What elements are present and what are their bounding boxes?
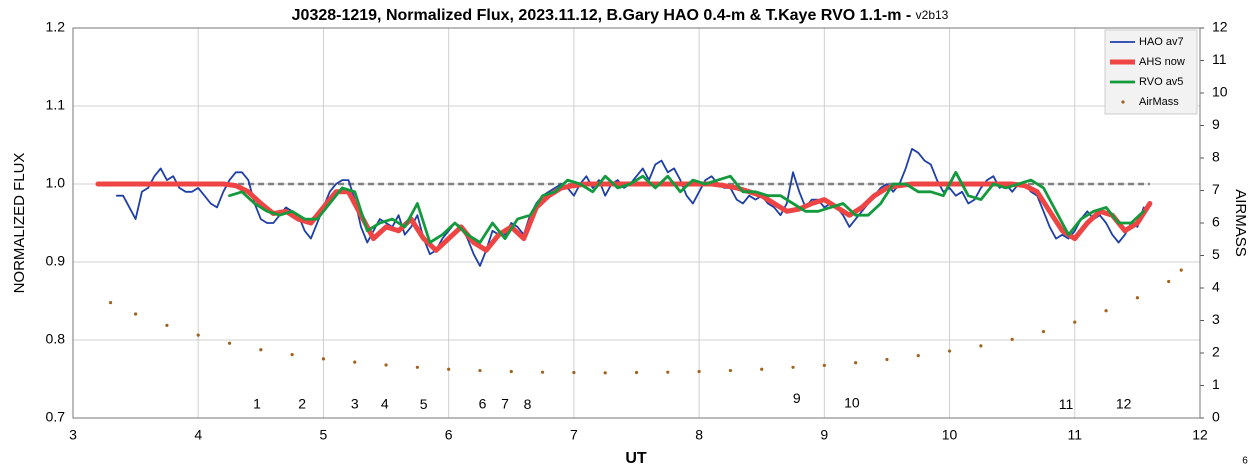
airmass-point bbox=[947, 349, 952, 353]
y2-tick-label: 10 bbox=[1212, 84, 1228, 100]
airmass-point bbox=[634, 370, 639, 375]
airmass-point bbox=[697, 369, 701, 374]
x-tick-label: 10 bbox=[942, 427, 958, 443]
x-tick-label: 11 bbox=[1068, 427, 1083, 443]
y-tick-label: 0.9 bbox=[46, 253, 66, 269]
y2-tick-label: 5 bbox=[1212, 246, 1220, 262]
series-line bbox=[95, 181, 1153, 253]
series-line bbox=[115, 148, 1145, 267]
legend-swatch bbox=[1121, 100, 1125, 104]
airmass-point bbox=[353, 360, 357, 364]
y-tick-label: 0.7 bbox=[46, 409, 66, 425]
annotation: 7 bbox=[501, 395, 509, 411]
airmass-point bbox=[1041, 329, 1046, 334]
airmass-point bbox=[916, 354, 920, 358]
annotation: 6 bbox=[479, 395, 487, 411]
annotation: 12 bbox=[1116, 395, 1132, 411]
airmass-point bbox=[822, 363, 826, 367]
x-tick-label: 3 bbox=[69, 427, 77, 443]
airmass-point bbox=[791, 365, 795, 369]
airmass-point bbox=[196, 333, 200, 337]
y2-tick-label: 7 bbox=[1212, 181, 1220, 197]
airmass-point bbox=[259, 348, 263, 352]
legend-label: AHS now bbox=[1139, 56, 1185, 68]
airmass-point bbox=[290, 353, 294, 357]
legend: HAO av7 AHS now RVO av5 AirMass bbox=[1104, 29, 1198, 115]
legend-label: AirMass bbox=[1139, 96, 1179, 108]
y2-tick-label: 8 bbox=[1212, 149, 1220, 165]
airmass-point bbox=[540, 370, 545, 374]
airmass-point bbox=[885, 357, 889, 362]
airmass-point bbox=[509, 369, 513, 374]
y2-tick-label: 4 bbox=[1212, 279, 1220, 295]
airmass-point bbox=[1073, 320, 1077, 324]
plot-frame bbox=[72, 27, 1201, 419]
y-tick-label: 1.0 bbox=[46, 175, 66, 191]
y2-tick-label: 3 bbox=[1212, 311, 1220, 327]
x-tick-label: 5 bbox=[320, 427, 328, 443]
airmass-point bbox=[447, 367, 451, 371]
airmass-point bbox=[854, 361, 858, 365]
airmass-point bbox=[728, 368, 733, 373]
airmass-point bbox=[108, 301, 113, 305]
y-tick-label: 0.8 bbox=[46, 331, 66, 347]
airmass-point bbox=[603, 371, 607, 375]
airmass-point bbox=[1135, 296, 1139, 300]
y2-tick-label: 6 bbox=[1212, 214, 1220, 230]
y2-tick-label: 0 bbox=[1212, 409, 1220, 425]
annotation: 11 bbox=[1059, 396, 1074, 412]
title-main: J0328-1219, Normalized Flux, 2023.11.12,… bbox=[292, 7, 916, 24]
x-tick-label: 9 bbox=[820, 427, 828, 443]
airmass-point bbox=[1167, 279, 1171, 284]
y2-tick-label: 9 bbox=[1212, 116, 1220, 132]
airmass-point bbox=[478, 368, 482, 373]
y2-tick-label: 1 bbox=[1212, 376, 1220, 392]
y-tick-label: 1.1 bbox=[46, 97, 66, 113]
annotation: 3 bbox=[351, 395, 359, 411]
y-tick-label: 1.2 bbox=[46, 19, 66, 35]
y-axis-label: NORMALIZED FLUX bbox=[11, 153, 28, 294]
y2-tick-label: 12 bbox=[1212, 19, 1228, 35]
annotation: 8 bbox=[524, 396, 532, 412]
airmass-point bbox=[760, 367, 764, 371]
airmass-point bbox=[572, 370, 576, 375]
footer: 6 bbox=[1242, 456, 1248, 467]
airmass-point bbox=[1010, 337, 1014, 341]
y2-tick-label: 11 bbox=[1212, 51, 1227, 67]
airmass-point bbox=[384, 363, 388, 367]
annotation: 4 bbox=[381, 395, 389, 411]
y2-axis-label: AIRMASS bbox=[1232, 189, 1249, 257]
annotation: 10 bbox=[844, 395, 860, 411]
legend-label: HAO av7 bbox=[1139, 36, 1184, 48]
x-tick-label: 12 bbox=[1192, 427, 1208, 443]
y2-tick-label: 2 bbox=[1212, 344, 1220, 360]
airmass-point bbox=[227, 341, 232, 345]
x-tick-label: 7 bbox=[570, 427, 578, 443]
legend-label: RVO av5 bbox=[1139, 76, 1183, 88]
x-tick-label: 6 bbox=[445, 427, 453, 443]
x-tick-label: 8 bbox=[695, 427, 703, 443]
airmass-point bbox=[1179, 268, 1183, 272]
x-tick-label: 4 bbox=[194, 427, 202, 443]
title-version: v2b13 bbox=[916, 8, 949, 22]
annotation: 9 bbox=[793, 390, 801, 406]
airmass-point bbox=[321, 357, 326, 361]
annotation: 1 bbox=[253, 395, 261, 411]
legend-box bbox=[1104, 29, 1198, 115]
airmass-point bbox=[134, 312, 138, 316]
annotation: 5 bbox=[420, 396, 428, 412]
airmass-point bbox=[666, 370, 670, 374]
airmass-point bbox=[165, 323, 169, 327]
airmass-point bbox=[415, 365, 419, 369]
x-axis-label: UT bbox=[625, 450, 647, 467]
airmass-point bbox=[1104, 309, 1108, 313]
annotation: 2 bbox=[298, 395, 306, 411]
airmass-point bbox=[979, 344, 983, 348]
chart-title: J0328-1219, Normalized Flux, 2023.11.12,… bbox=[292, 7, 949, 24]
series-line bbox=[228, 170, 1146, 244]
